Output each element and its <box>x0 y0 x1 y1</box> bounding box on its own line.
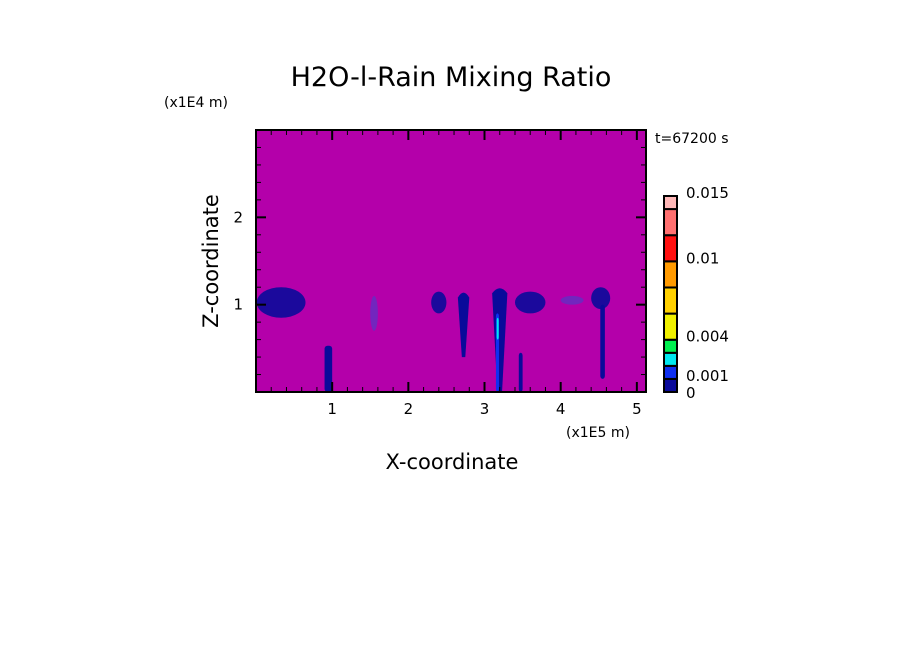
axes: 1 2 3 4 5 1 2 <box>233 129 647 418</box>
colorbar-swatch <box>663 234 678 263</box>
rain-region <box>324 345 333 392</box>
rain-region <box>256 287 306 318</box>
colorbar: 00.001 0.004 0.01 0.015 <box>663 184 729 402</box>
colorbar-label: 0 <box>686 384 696 402</box>
colorbar-swatch <box>663 208 678 237</box>
x-tick-label: 2 <box>404 400 414 418</box>
rain-region <box>514 291 546 314</box>
colorbar-label: 0.015 <box>686 184 729 202</box>
y-axis-label: Z-coordinate <box>199 194 223 328</box>
rain-region <box>591 287 611 310</box>
rain-region <box>600 304 605 379</box>
colorbar-swatch <box>663 260 678 289</box>
rain-region <box>496 317 499 340</box>
x-tick-label: 5 <box>632 400 642 418</box>
colorbar-label: 0.01 <box>686 249 719 267</box>
rain-region <box>431 291 447 314</box>
x-tick-label: 4 <box>556 400 566 418</box>
rain-region <box>560 295 584 305</box>
rain-region <box>457 292 470 358</box>
colorbar-swatch <box>663 338 678 354</box>
x-tick-label: 3 <box>480 400 490 418</box>
rain-region <box>492 288 508 392</box>
colorbar-swatch <box>663 286 678 315</box>
colorbar-label: 0.001 <box>686 367 729 385</box>
y-tick-label: 1 <box>233 296 243 314</box>
plot-frame <box>255 129 647 393</box>
colorbar-swatch <box>663 312 678 341</box>
colorbar-label: 0.004 <box>686 328 729 346</box>
x-tick-label: 1 <box>327 400 337 418</box>
colorbar-swatch <box>663 377 678 393</box>
rain-region <box>370 295 378 331</box>
y-tick-label: 2 <box>233 208 243 226</box>
chart-title: H2O-l-Rain Mixing Ratio <box>291 62 612 93</box>
field-layer <box>256 287 611 392</box>
x-axis-label: X-coordinate <box>386 450 519 474</box>
colorbar-swatch <box>663 351 678 367</box>
rain-region <box>518 352 523 392</box>
plot-background <box>256 130 646 392</box>
colorbar-swatch <box>663 364 678 380</box>
colorbar-swatch <box>663 195 678 211</box>
x-unit-label: (x1E5 m) <box>566 425 630 441</box>
time-label: t=67200 s <box>655 131 729 147</box>
y-unit-label: (x1E4 m) <box>164 95 228 111</box>
